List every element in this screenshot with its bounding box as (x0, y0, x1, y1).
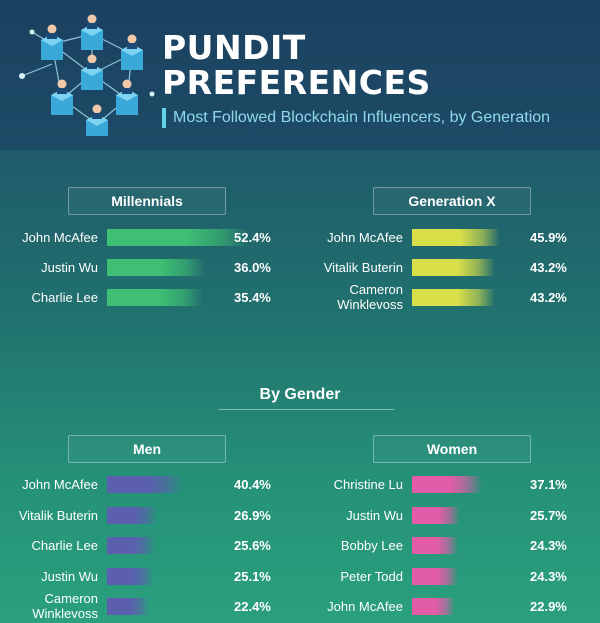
bar-label-vitalik-buterin: Vitalik Buterin (18, 507, 98, 523)
bar-value-justin-wu: 25.7% (530, 507, 567, 523)
subtitle-accent (162, 108, 166, 128)
bar-value-john-mcafee: 22.9% (530, 599, 567, 614)
bar-value-john-mcafee: 45.9% (530, 230, 567, 245)
panel-title-men: Men (68, 435, 226, 463)
bar-women-justin-wu (412, 506, 460, 524)
bar-generation-x-vitalik-buterin (412, 259, 495, 276)
bar-label-justin-wu: Justin Wu (346, 507, 403, 523)
bar-value-cameron-winklevoss: 43.2% (530, 290, 567, 305)
bar-value-john-mcafee: 52.4% (234, 230, 271, 245)
bar-value-peter-todd: 24.3% (530, 568, 567, 584)
bar-men-justin-wu (107, 567, 154, 585)
bar-label-christine-lu: Christine Lu (333, 477, 403, 492)
bar-generation-x-john-mcafee (412, 229, 500, 246)
bar-value-justin-wu: 36.0% (234, 260, 271, 275)
bar-label-vitalik-buterin: Vitalik Buterin (323, 260, 403, 275)
bar-value-charlie-lee: 35.4% (234, 290, 271, 305)
panel-title-generation-x: Generation X (373, 187, 531, 215)
bar-men-charlie-lee (107, 537, 155, 554)
bar-value-cameron-winklevoss: 22.4% (234, 599, 271, 614)
bar-men-john-mcafee (107, 476, 182, 493)
bar-label-john-mcafee: John McAfee (327, 599, 403, 614)
bar-label-bobby-lee: Bobby Lee (340, 538, 403, 553)
panel-title-millennials: Millennials (68, 187, 226, 215)
bar-value-justin-wu: 25.1% (234, 568, 271, 584)
section-divider (218, 409, 394, 410)
bar-value-charlie-lee: 25.6% (234, 538, 271, 553)
bar-label-cameron-winklevoss: Cameron Winklevoss (337, 282, 403, 312)
bar-generation-x-cameron-winklevoss (412, 289, 495, 306)
panel-title-women: Women (373, 435, 531, 463)
bar-men-vitalik-buterin (107, 506, 157, 524)
section-title-gender: By Gender (259, 386, 341, 403)
bar-women-bobby-lee (412, 537, 458, 554)
bar-millennials-charlie-lee (107, 289, 203, 306)
bar-label-peter-todd: Peter Todd (340, 568, 403, 584)
bar-value-john-mcafee: 40.4% (234, 477, 271, 492)
bar-label-john-mcafee: John McAfee (327, 230, 403, 245)
page-title: PUNDIT PREFERENCES (162, 30, 431, 100)
bar-label-cameron-winklevoss: Cameron Winklevoss (32, 591, 98, 621)
page-title-line2: PREFERENCES (162, 63, 431, 102)
bar-millennials-john-mcafee (107, 229, 249, 246)
blockchain-people-icon (19, 14, 155, 136)
bar-label-justin-wu: Justin Wu (41, 260, 98, 275)
bar-label-charlie-lee: Charlie Lee (31, 538, 99, 553)
bar-women-christine-lu (412, 476, 482, 493)
bar-label-charlie-lee: Charlie Lee (31, 290, 99, 305)
bar-label-john-mcafee: John McAfee (22, 477, 98, 492)
bar-value-bobby-lee: 24.3% (530, 538, 567, 553)
page-subtitle: Most Followed Blockchain Influencers, by… (173, 109, 551, 126)
page-title-line1: PUNDIT (162, 28, 306, 67)
bar-women-john-mcafee (412, 598, 455, 615)
bar-men-cameron-winklevoss (107, 598, 149, 615)
bar-label-john-mcafee: John McAfee (22, 230, 98, 245)
bar-value-vitalik-buterin: 26.9% (234, 507, 271, 523)
bar-millennials-justin-wu (107, 259, 205, 276)
bar-women-peter-todd (412, 567, 458, 585)
bar-value-christine-lu: 37.1% (530, 477, 567, 492)
bar-label-justin-wu: Justin Wu (41, 568, 98, 584)
bar-value-vitalik-buterin: 43.2% (530, 260, 567, 275)
